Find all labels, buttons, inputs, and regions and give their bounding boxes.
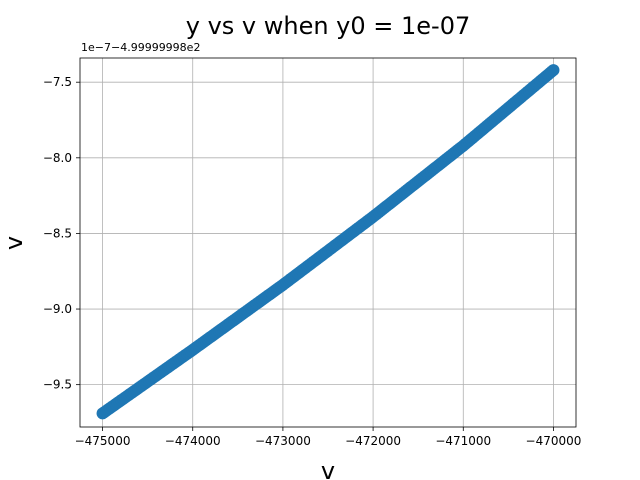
y-axis-label: v bbox=[0, 236, 28, 250]
tick-marks bbox=[76, 81, 554, 431]
x-tick-label: −473000 bbox=[255, 434, 311, 448]
grid-lines bbox=[80, 58, 576, 427]
y-tick-label: −9.5 bbox=[43, 378, 72, 392]
y-tick-labels: −9.5 −9.0 −8.5 −8.0 −7.5 bbox=[43, 75, 72, 391]
x-tick-label: −472000 bbox=[345, 434, 401, 448]
y-tick-label: −7.5 bbox=[43, 75, 72, 89]
x-tick-label: −474000 bbox=[165, 434, 221, 448]
scatter-point bbox=[547, 64, 560, 77]
y-tick-label: −9.0 bbox=[43, 302, 72, 316]
x-axis-label: v bbox=[321, 457, 335, 480]
x-tick-label: −471000 bbox=[435, 434, 491, 448]
y-tick-label: −8.5 bbox=[43, 226, 72, 240]
x-tick-label: −470000 bbox=[526, 434, 582, 448]
data-points bbox=[96, 64, 560, 420]
y-tick-label: −8.0 bbox=[43, 151, 72, 165]
y-offset-text: 1e−7−4.99999998e2 bbox=[81, 41, 200, 54]
axes-frame bbox=[79, 57, 577, 428]
x-tick-label: −475000 bbox=[75, 434, 131, 448]
x-tick-labels: −475000 −474000 −473000 −472000 −471000 −4700… bbox=[75, 434, 582, 448]
chart-title: y vs v when y0 = 1e-07 bbox=[186, 12, 471, 40]
